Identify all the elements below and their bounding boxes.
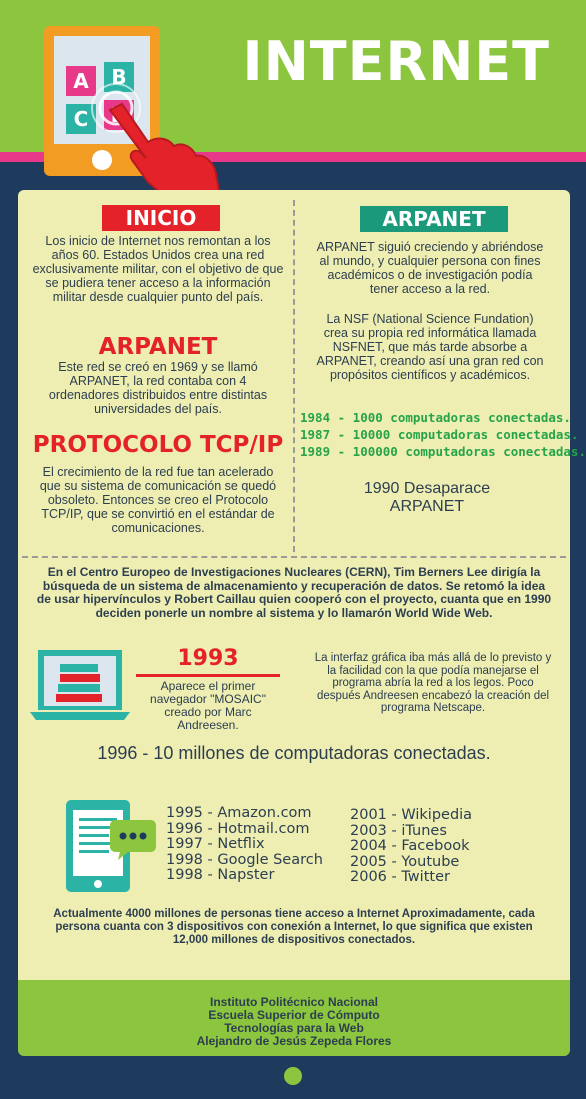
timeline-item: 1997 - Netflix (166, 836, 265, 852)
footer-school: Escuela Superior de Cómputo (208, 1008, 380, 1022)
laptop-books-icon (30, 650, 130, 720)
pointing-hand-icon (91, 83, 222, 199)
timeline-item: 1998 - Google Search (166, 851, 323, 868)
stat-1996: 1996 - 10 millones de computadoras conec… (97, 743, 491, 763)
header-stripe (0, 152, 586, 162)
timeline-left: 1995 - Amazon.com 1996 - Hotmail.com 199… (166, 805, 323, 884)
year-1993: 1993 (177, 646, 239, 671)
phone-chat-icon (66, 800, 156, 892)
vertical-divider (293, 200, 295, 552)
timeline-item: 1998 - Napster (166, 867, 275, 883)
mosaic-side-text: La interfaz gráfica iba más allá de lo p… (314, 652, 552, 714)
letter-block-a: A (66, 66, 96, 96)
letter-block-c: C (66, 104, 96, 134)
year-underline (136, 674, 280, 677)
arpanet-end: 1990 Desaparace ARPANET (363, 480, 491, 515)
inicio-label: INICIO (102, 205, 220, 231)
horizontal-divider (22, 556, 566, 558)
protocolo-heading: PROTOCOLO TCP/IP (32, 432, 284, 458)
timeline-item: 2005 - Youtube (350, 853, 460, 870)
footer-course: Tecnologías para la Web (224, 1021, 364, 1035)
footer-panel (18, 980, 570, 1056)
footer-institution: Instituto Politécnico Nacional (209, 995, 379, 1009)
timeline-item: 2003 - iTunes (350, 822, 447, 839)
home-button-icon (284, 1067, 302, 1085)
arpanet-right-text-2: La NSF (National Science Fundation) crea… (316, 312, 544, 382)
arpanet-right-label: ARPANET (360, 206, 508, 232)
arpanet-text: Este red se creó en 1969 y se llamó ARPA… (48, 360, 268, 416)
mosaic-text: Aparece el primer navegador "MOSAIC" cre… (150, 679, 266, 732)
footer-author: Alejandro de Jesús Zepeda Flores (196, 1034, 392, 1048)
timeline-item: 1996 - Hotmail.com (166, 820, 310, 837)
timeline-item: 2006 - Twitter (350, 869, 450, 885)
arpanet-right-text-1: ARPANET siguió creciendo y abriéndose al… (316, 240, 544, 296)
tablet-home-button-icon (92, 150, 112, 170)
timeline-item: 1995 - Amazon.com (166, 805, 312, 821)
inicio-text: Los inicio de Internet nos remontan a lo… (32, 234, 284, 304)
milestone-1987: 1987 - 10000 computadoras conectadas. (300, 427, 579, 442)
page-title: INTERNET (242, 30, 550, 93)
actual-text: Actualmente 4000 millones de personas ti… (53, 908, 535, 946)
letter-block-b: B (104, 62, 134, 92)
timeline-item: 2004 - Facebook (350, 838, 470, 854)
timeline-right: 2001 - Wikipedia 2003 - iTunes 2004 - Fa… (350, 807, 473, 886)
timeline-item: 2001 - Wikipedia (350, 807, 473, 823)
milestone-1989: 1989 - 100000 computadoras conectadas. (300, 444, 586, 459)
cern-text: En el Centro Europeo de Investigaciones … (36, 565, 552, 620)
arpanet-heading: ARPANET (98, 334, 218, 360)
milestone-1984: 1984 - 1000 computadoras conectadas. (300, 410, 571, 425)
protocolo-text: El crecimiento de la red fue tan acelera… (39, 465, 277, 535)
